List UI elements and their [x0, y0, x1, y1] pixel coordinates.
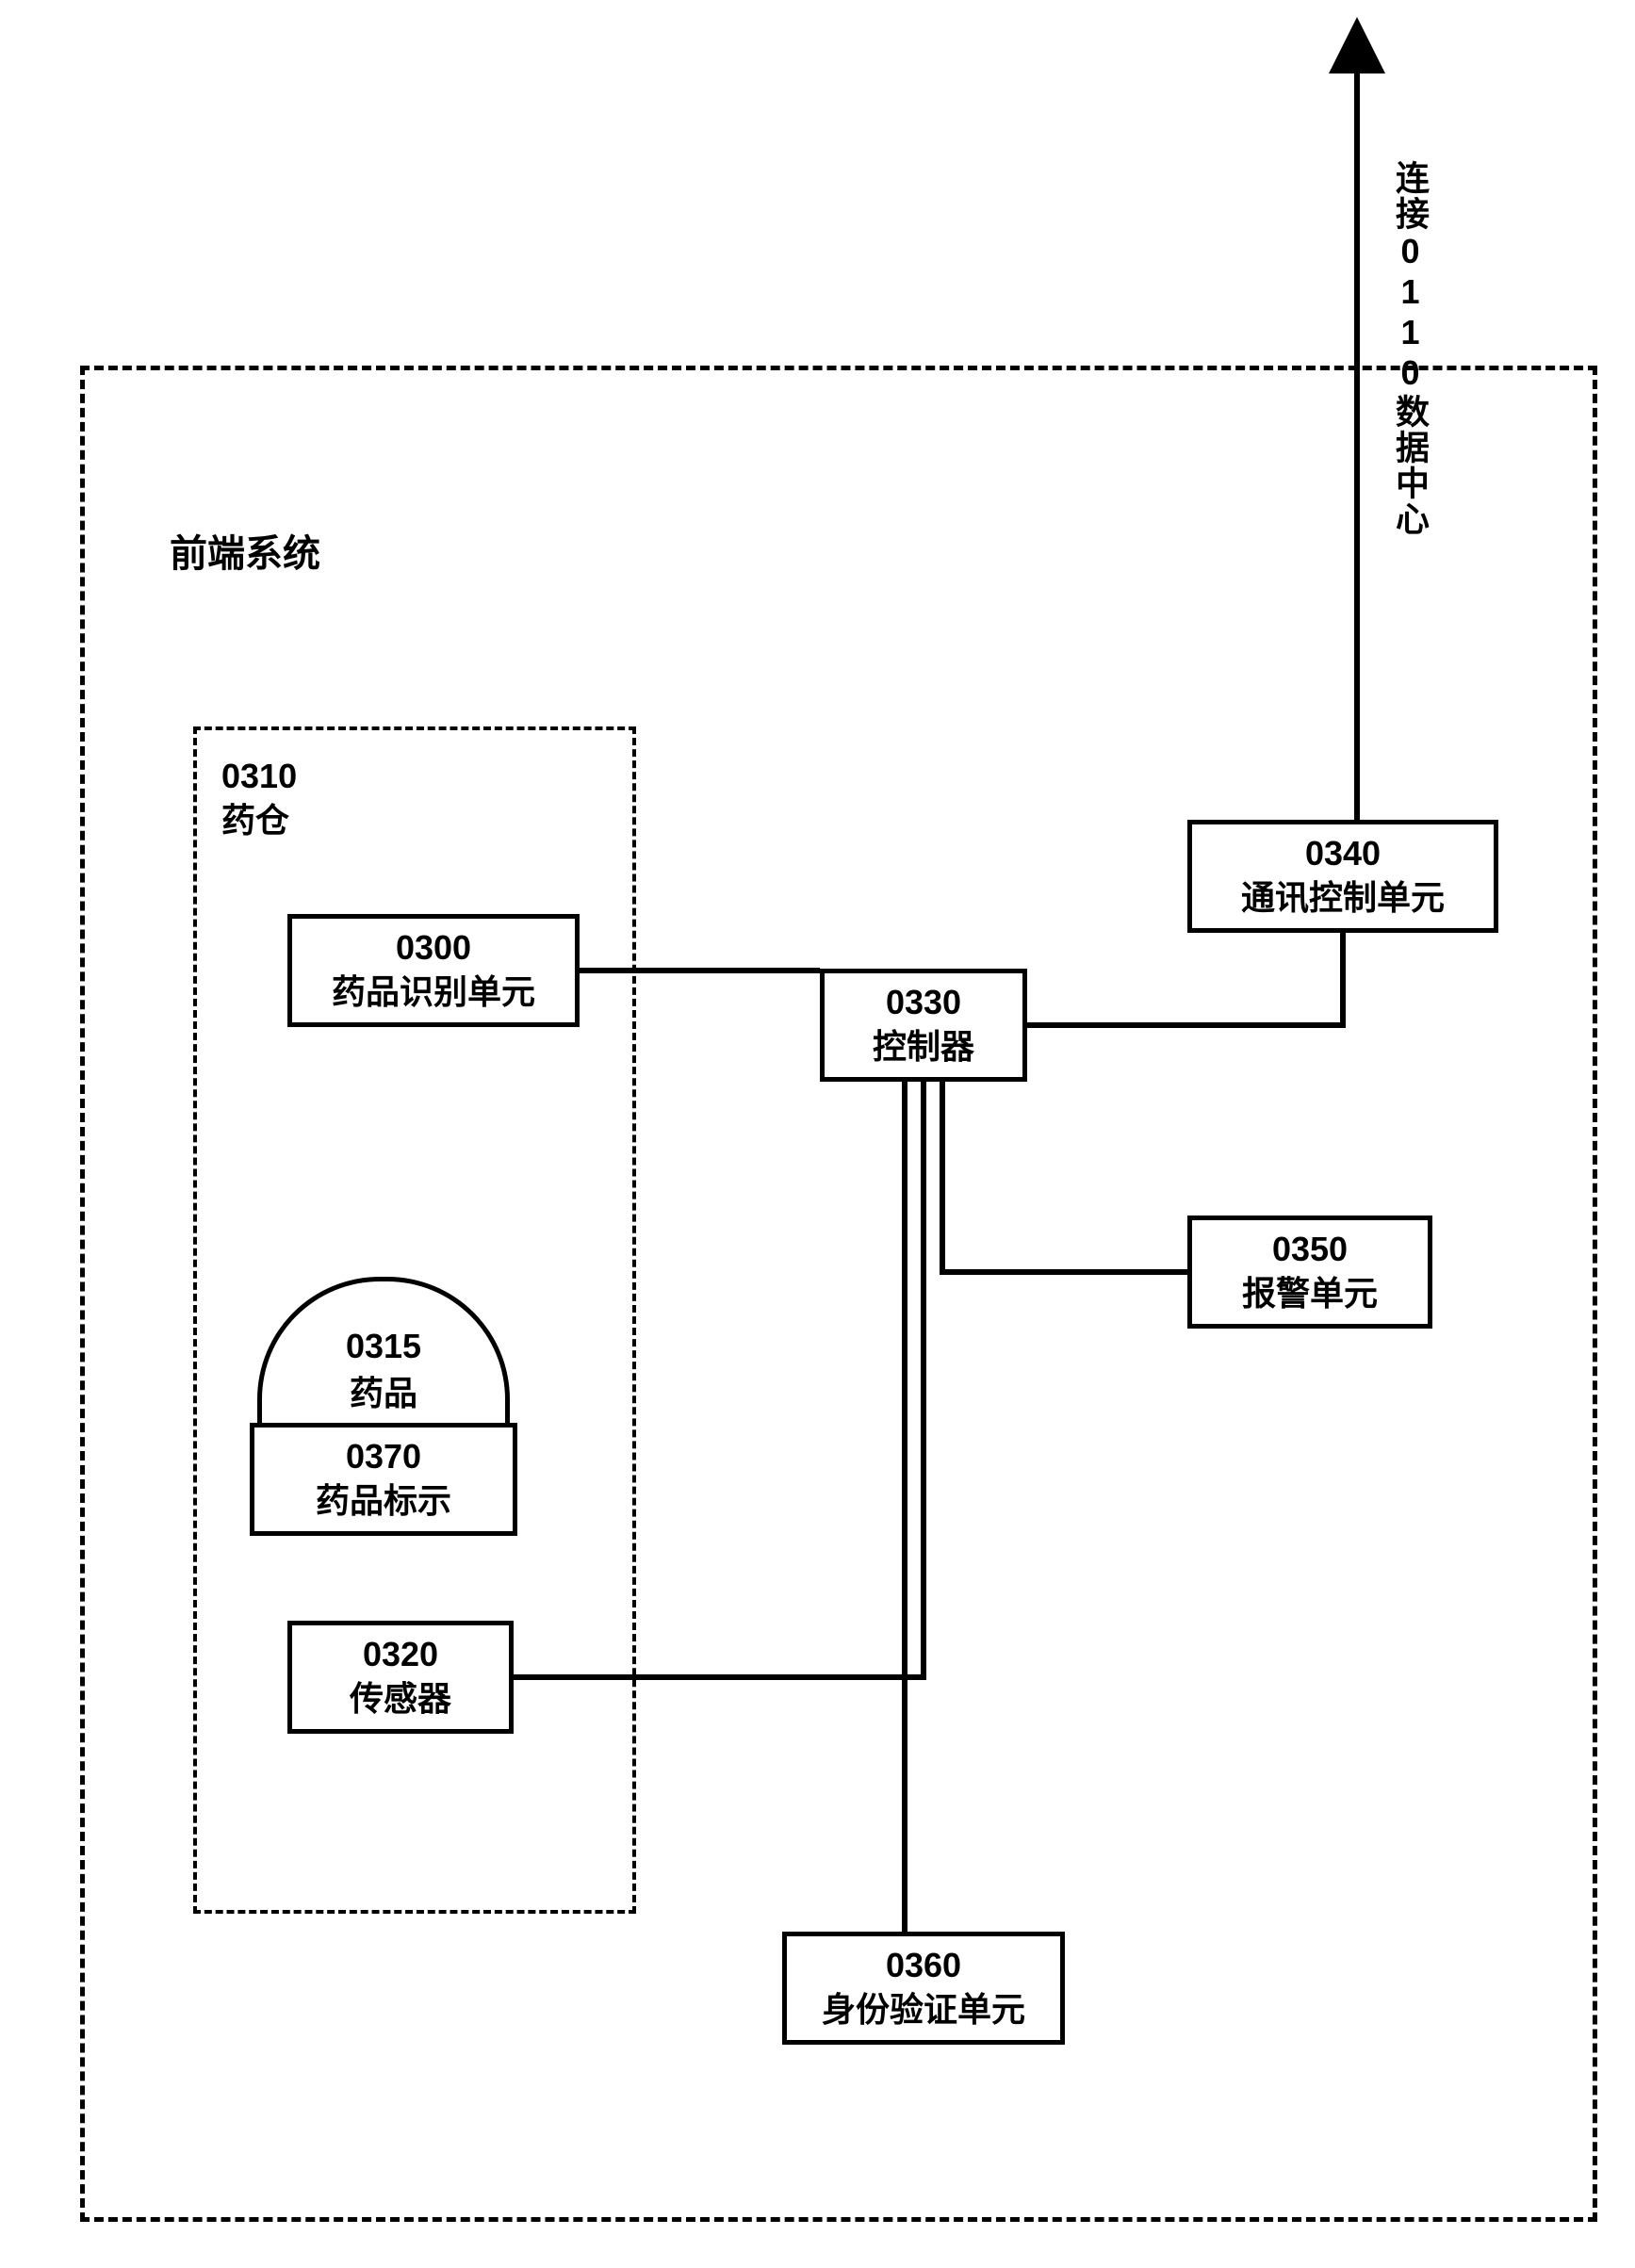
drug-tag-box: 0370 药品标示: [250, 1423, 517, 1536]
sensor-box: 0320 传感器: [287, 1621, 514, 1734]
system-title: 前端系统: [170, 523, 320, 578]
name: 药品识别单元: [332, 971, 535, 1015]
name: 药品标示: [316, 1479, 451, 1524]
code: 0320: [363, 1633, 438, 1677]
drug-recognition-unit-box: 0300 药品识别单元: [287, 914, 580, 1027]
controller-box: 0330 控制器: [820, 969, 1027, 1082]
communication-control-unit-box: 0340 通讯控制单元: [1187, 820, 1498, 933]
name: 身份验证单元: [822, 1988, 1025, 2032]
code: 0350: [1272, 1228, 1348, 1272]
external-connection-label: 连接0110数据中心: [1385, 160, 1434, 537]
drug-code: 0315: [346, 1327, 421, 1366]
cabinet-code: 0310: [221, 757, 297, 795]
cabinet-label: 0310 药仓: [221, 755, 297, 843]
code: 0360: [886, 1944, 961, 1988]
cabinet-name: 药仓: [221, 801, 289, 840]
code: 0340: [1305, 832, 1381, 876]
alarm-unit-box: 0350 报警单元: [1187, 1216, 1432, 1329]
name: 报警单元: [1242, 1272, 1378, 1316]
drug-name: 药品: [350, 1366, 417, 1415]
code: 0370: [346, 1435, 421, 1479]
code: 0330: [886, 981, 961, 1025]
name: 传感器: [350, 1677, 451, 1721]
name: 控制器: [873, 1025, 974, 1069]
name: 通讯控制单元: [1241, 876, 1445, 921]
diagram-canvas: 前端系统 连接0110数据中心 0310 药仓 0315 药品 0300 药品识…: [0, 0, 1635, 2268]
identity-verification-unit-box: 0360 身份验证单元: [782, 1932, 1065, 2045]
code: 0300: [396, 926, 471, 971]
